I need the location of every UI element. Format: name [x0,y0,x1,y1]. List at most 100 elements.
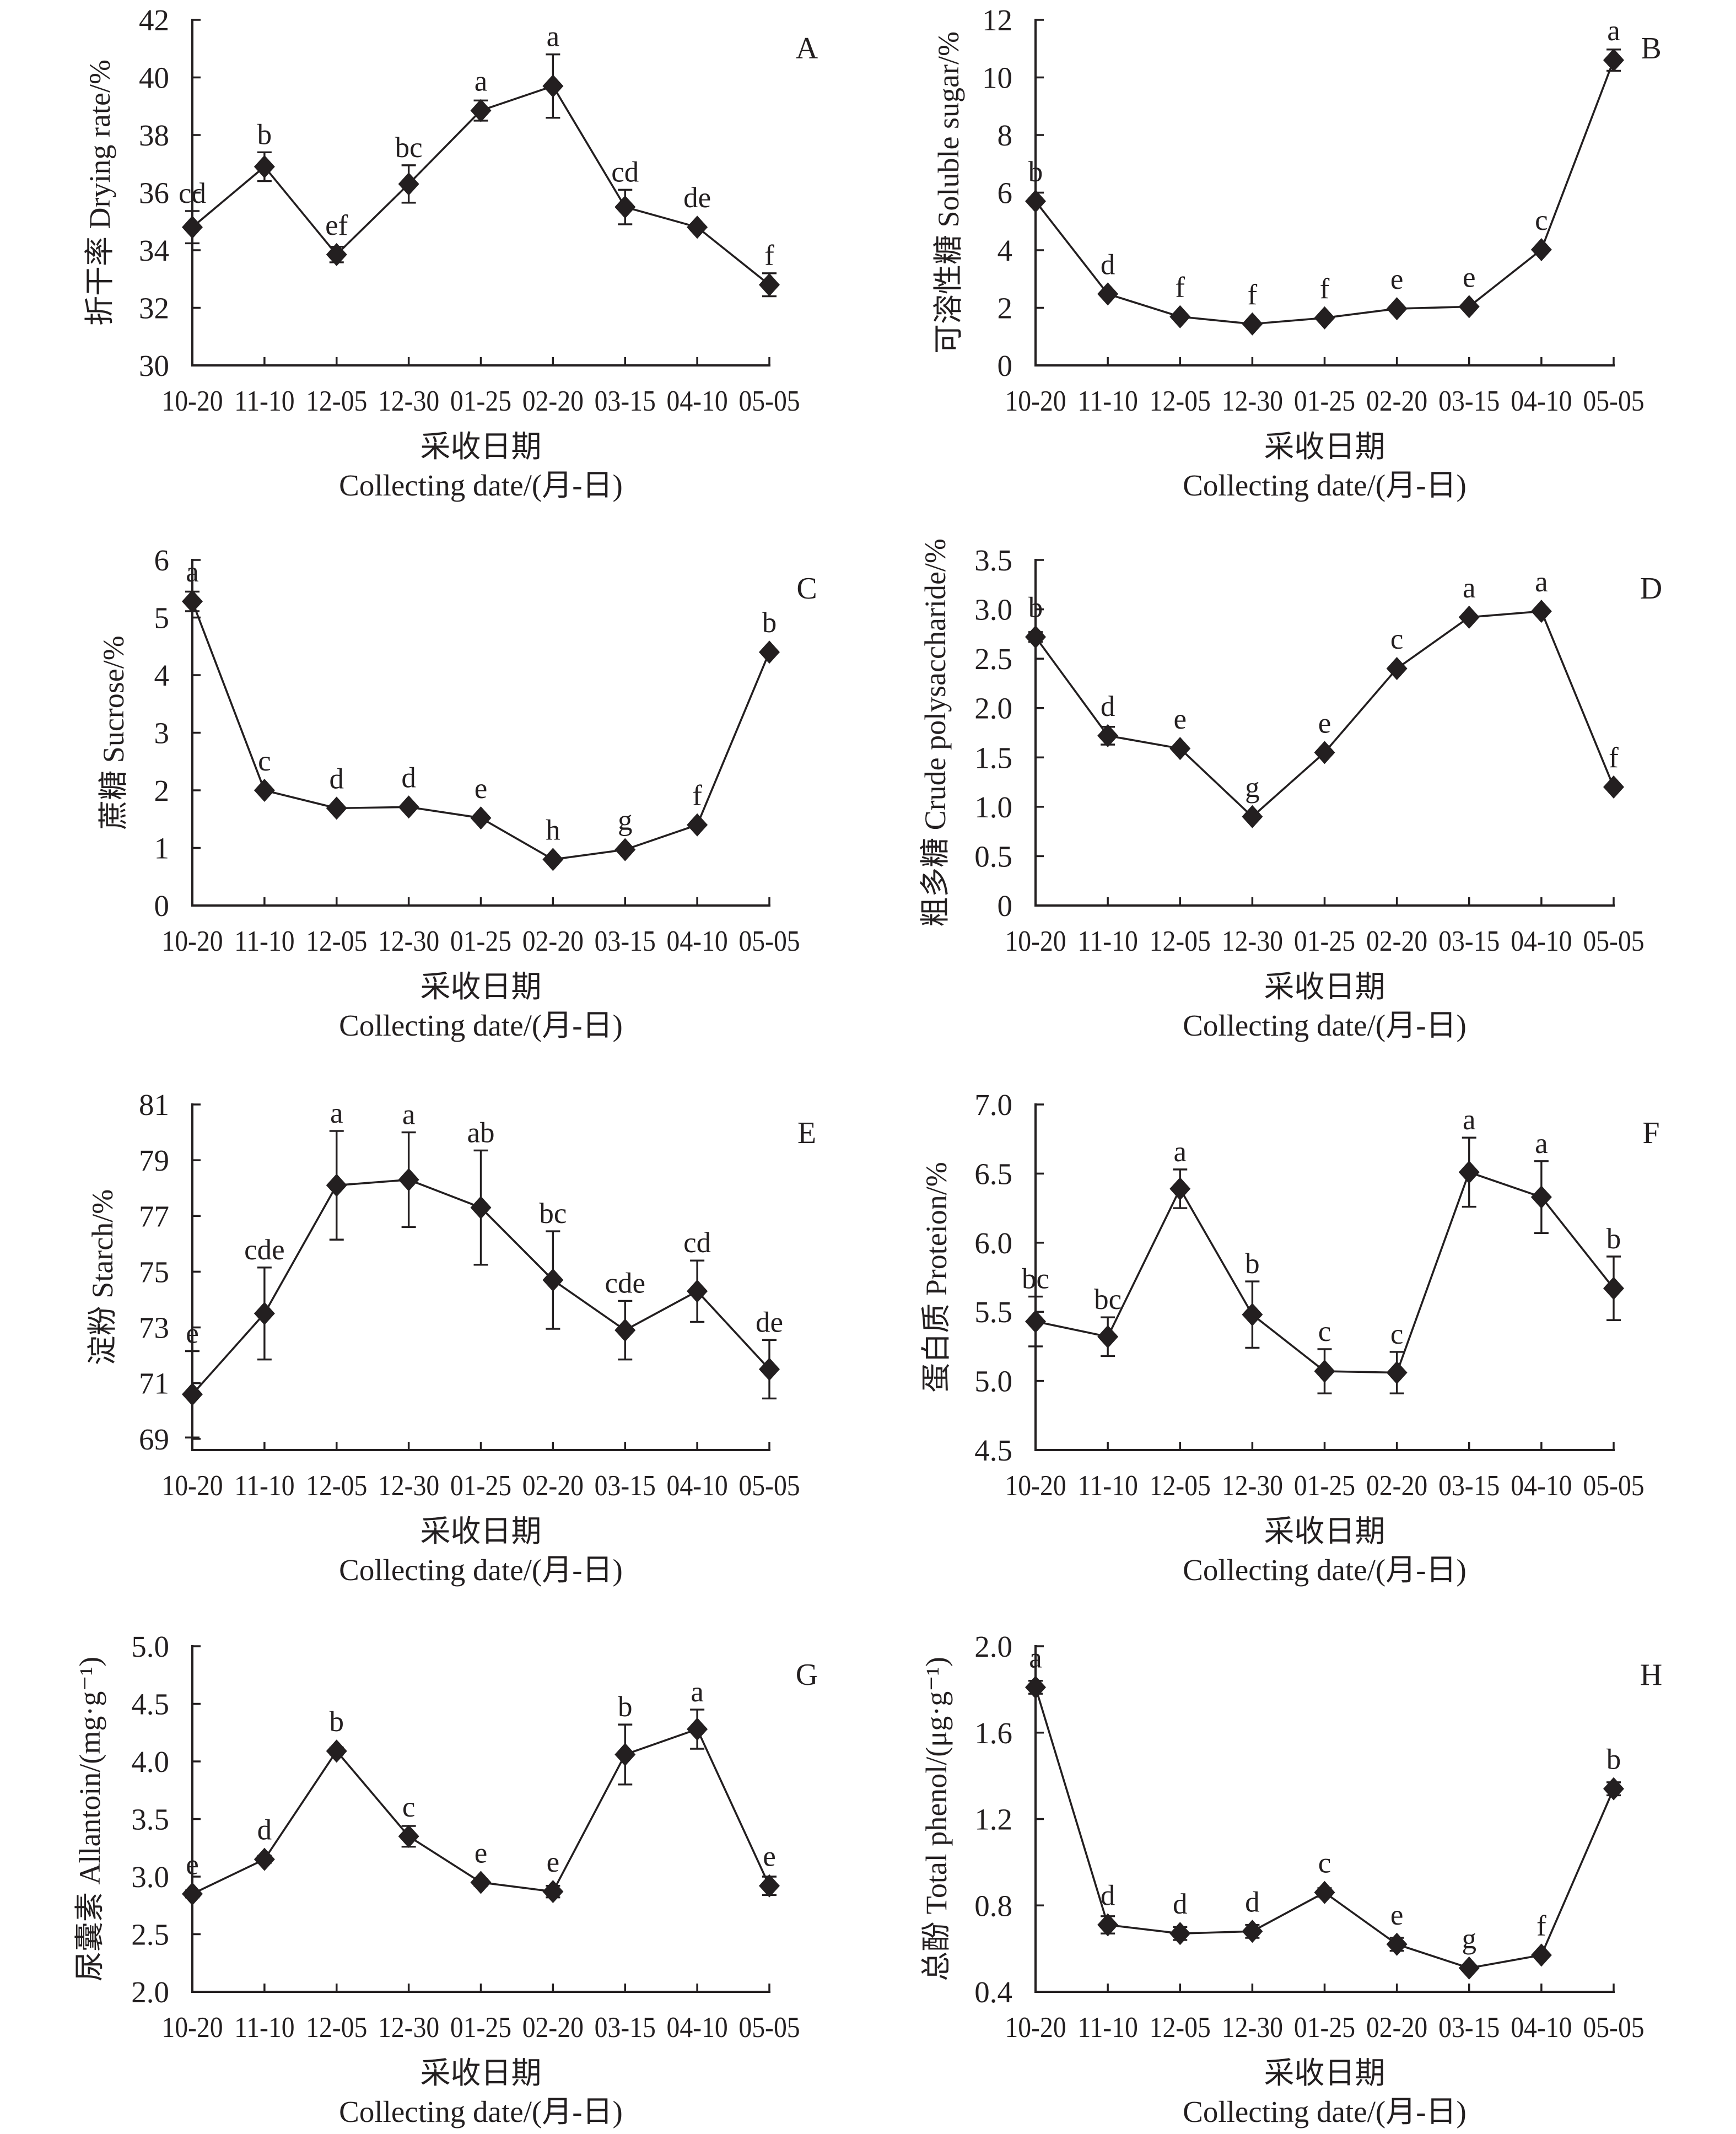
x-tick-label: 10-20 [161,2011,223,2044]
x-tick-label: 05-05 [1583,925,1644,957]
x-tick-label: 04-10 [666,2011,727,2044]
significance-label: b [618,1691,633,1723]
significance-label: a [1463,1104,1476,1136]
x-tick-label: 11-10 [1077,925,1137,957]
x-axis-title-cn: 采收日期 [1264,1515,1385,1548]
significance-label: a [1535,1128,1548,1160]
significance-label: b [330,1706,344,1738]
x-tick-label: 12-05 [1150,385,1211,417]
x-axis-title-cn: 采收日期 [420,970,541,1004]
y-tick-label: 10 [982,61,1012,95]
data-point-diamond [398,795,419,819]
significance-label: b [1028,592,1043,624]
significance-label: a [1029,1642,1042,1674]
x-tick-label: 02-20 [522,925,584,957]
x-axis-title-cn: 采收日期 [420,1515,541,1548]
y-tick-label: 6.0 [974,1226,1012,1260]
x-tick-label: 03-15 [1438,925,1500,957]
x-tick-label: 01-25 [450,385,511,417]
y-tick-label: 3.5 [131,1803,169,1836]
y-tick-label: 3.0 [974,593,1012,627]
significance-label: d [257,1814,272,1846]
x-tick-label: 10-20 [1005,385,1066,417]
y-tick-label: 0.4 [974,1975,1012,2009]
data-point-diamond [759,1357,780,1381]
data-point-diamond [470,99,492,122]
data-point-diamond [182,1382,203,1406]
significance-label: b [257,118,272,150]
significance-label: c [1318,1847,1331,1879]
significance-label: f [764,240,774,272]
panel-a: 30 32 34 36 38 40 42 10-20 11-10 12-05 12-30 01-25 0… [83,3,818,502]
y-tick-label: 3.5 [974,543,1012,577]
x-tick-label: 12-05 [1150,2011,1211,2044]
data-point-diamond [1169,1922,1191,1946]
significance-label: a [1607,15,1620,47]
y-tick-label: 8 [998,118,1013,152]
significance-label: ab [467,1117,494,1149]
y-tick-label: 30 [139,349,169,382]
x-tick-label: 04-10 [1511,2011,1572,2044]
significance-label: e [475,773,488,805]
significance-label: e [1173,703,1187,735]
y-tick-label: 3.0 [131,1860,169,1894]
data-point-diamond [1097,724,1119,747]
x-tick-label: 03-15 [595,925,656,957]
x-tick-label: 05-05 [738,925,800,957]
data-point-diamond [542,1268,564,1292]
y-tick-label: 0 [998,889,1013,923]
significance-label: c [1390,1318,1404,1350]
significance-label: e [186,1317,199,1349]
significance-label: a [475,66,488,98]
x-tick-label: 11-10 [1077,385,1137,417]
y-axis-title: 粗多糖 Crude polysaccharide/% [919,538,952,927]
y-tick-label: 5 [154,601,170,635]
significance-label: e [1318,707,1331,739]
data-point-diamond [254,1847,275,1871]
x-tick-label: 04-10 [1511,1469,1572,1502]
data-point-diamond [1025,190,1046,213]
x-tick-label: 02-20 [1366,1469,1427,1502]
x-tick-label: 02-20 [1366,925,1427,957]
significance-label: a [1535,566,1548,598]
data-point-diamond [687,215,708,239]
y-tick-label: 3 [154,716,170,750]
x-tick-label: 04-10 [1511,925,1572,957]
data-point-diamond [687,813,708,837]
x-tick-label: 04-10 [666,385,727,417]
significance-label: f [1536,1910,1546,1942]
data-point-diamond [398,172,419,196]
x-tick-label: 04-10 [666,925,727,957]
x-tick-label: 05-05 [1583,2011,1644,2044]
significance-label: a [1173,1136,1187,1168]
data-point-diamond [470,1196,492,1220]
data-point-diamond [614,1743,636,1766]
significance-label: d [1101,1880,1115,1912]
panel-label: E [797,1116,816,1150]
significance-label: d [1173,1888,1188,1920]
data-point-diamond [542,74,564,98]
significance-label: b [1028,156,1043,188]
y-tick-label: 2.0 [974,1630,1012,1663]
significance-label: g [618,805,633,837]
significance-label: ef [325,209,348,241]
data-point-diamond [1458,1160,1480,1184]
y-tick-label: 1.2 [974,1803,1012,1836]
significance-label: bc [539,1198,567,1230]
x-tick-label: 03-15 [1438,2011,1500,2044]
y-tick-label: 42 [139,3,169,37]
x-tick-label: 03-15 [595,385,656,417]
panel-g: 2.0 2.5 3.0 3.5 4.0 4.5 5.0 10-20 11-10 12-05 12-3… [73,1630,818,2128]
significance-label: b [1606,1223,1621,1255]
panel-label: G [796,1658,818,1692]
data-point-diamond [398,1168,419,1192]
data-point-diamond [687,1717,708,1741]
x-axis-title-cn: 采收日期 [420,430,541,464]
data-point-diamond [542,848,564,871]
x-axis-title-cn: 采收日期 [1264,430,1385,464]
x-tick-label: 04-10 [666,1469,727,1502]
significance-label: e [547,1846,560,1878]
data-point-diamond [1242,1920,1263,1943]
y-tick-label: 6.5 [974,1157,1012,1190]
significance-label: a [547,21,560,53]
